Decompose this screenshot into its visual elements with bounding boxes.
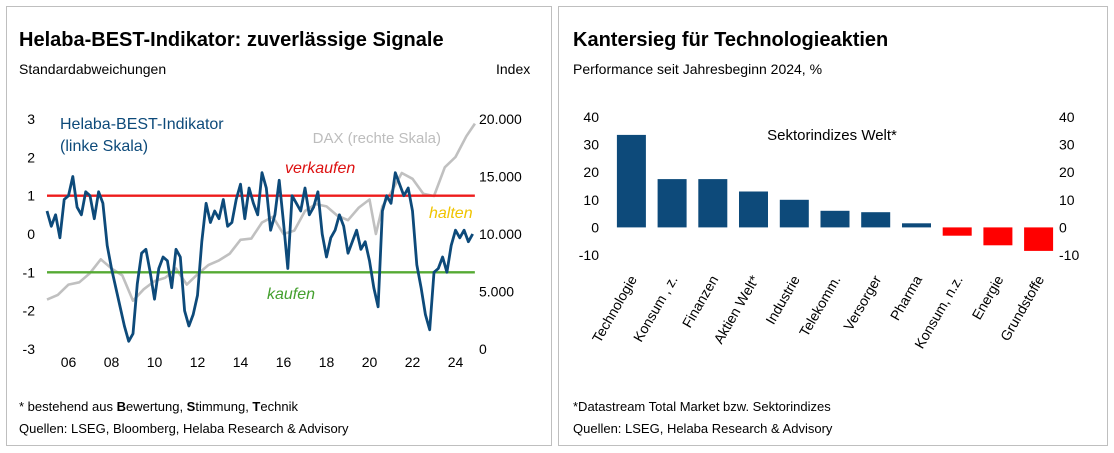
right-axis-unit-label: Index	[496, 61, 531, 77]
left-footnote: * bestehend aus Bewertung, Stimmung, Tec…	[19, 399, 298, 414]
right-y-tick-label: 5.000	[479, 284, 514, 300]
footnote-part: ewertung,	[125, 399, 187, 414]
best-indicator-series-line	[45, 171, 474, 343]
left-axis-unit-label: Standardabweichungen	[19, 61, 167, 77]
bar	[983, 227, 1013, 246]
right-y-tick-label: 0	[1059, 219, 1067, 235]
sector-indices-label: Sektorindizes Welt*	[767, 127, 897, 144]
right-y-tick-label: 10.000	[479, 226, 522, 242]
right-chart-subtitle: Performance seit Jahresbeginn 2024, %	[573, 61, 823, 77]
left-y-tick-label: 40	[583, 109, 599, 125]
left-y-tick-label: 3	[27, 111, 35, 127]
left-y-tick-label: 1	[27, 188, 35, 204]
x-tick-label: 14	[233, 354, 249, 370]
best-indicator-legend-label: Helaba-BEST-Indikator	[60, 116, 224, 133]
x-tick-label: 20	[362, 354, 378, 370]
bar	[739, 191, 768, 228]
x-tick-label: 06	[61, 354, 77, 370]
right-y-tick-label: 40	[1059, 109, 1075, 125]
left-y-tick-label: 30	[583, 137, 599, 153]
bar	[820, 210, 850, 228]
right-y-tick-label: 30	[1059, 137, 1075, 153]
bar	[657, 179, 687, 228]
right-chart-title: Kantersieg für Technologieaktien	[573, 29, 889, 51]
best-indicator-panel: Helaba-BEST-Indikator: zuverlässige Sign…	[6, 6, 552, 446]
category-label: Energie	[969, 272, 1007, 322]
sector-bar-chart: 40 40 30 30 20 20 10 10 0 0 -10 -10 Sektorindizes We…	[579, 109, 1080, 351]
x-tick-label: 24	[448, 354, 464, 370]
bar	[698, 179, 728, 228]
left-y-tick-label: -3	[23, 341, 36, 357]
footnote-part: B	[116, 399, 126, 414]
right-footnote: *Datastream Total Market bzw. Sektorindi…	[573, 399, 831, 414]
left-y-tick-label: -1	[23, 264, 36, 280]
footnote-part: S	[186, 399, 196, 414]
left-chart-title: Helaba-BEST-Indikator: zuverlässige Sign…	[19, 29, 444, 51]
x-tick-label: 22	[405, 354, 421, 370]
right-y-tick-label: -10	[1059, 247, 1079, 263]
bar	[616, 134, 646, 228]
right-y-tick-label: 0	[479, 341, 487, 357]
bar	[779, 199, 809, 228]
category-label: Industrie	[762, 272, 803, 327]
best-indicator-legend-label: (linke Skala)	[60, 138, 148, 155]
right-y-tick-label: 20.000	[479, 111, 522, 127]
right-y-tick-label: 15.000	[479, 169, 522, 185]
left-y-tick-label: 0	[27, 226, 35, 242]
buy-signal-label: kaufen	[267, 286, 315, 303]
right-source: Quellen: LSEG, Helaba Research & Advisor…	[573, 421, 833, 436]
right-y-tick-label: 20	[1059, 164, 1075, 180]
category-label: Versorger	[840, 272, 884, 333]
x-tick-label: 12	[190, 354, 206, 370]
left-source: Quellen: LSEG, Bloomberg, Helaba Researc…	[19, 421, 349, 436]
x-tick-label: 10	[147, 354, 163, 370]
hold-signal-label: halten	[429, 205, 473, 222]
bar	[861, 212, 891, 228]
x-tick-label: 16	[276, 354, 292, 370]
right-y-tick-label: 10	[1059, 192, 1075, 208]
footnote-part: T	[252, 399, 261, 414]
dax-legend-label: DAX (rechte Skala)	[313, 130, 441, 147]
bar	[942, 227, 972, 236]
left-y-tick-label: -2	[23, 303, 36, 319]
sell-signal-label: verkaufen	[285, 160, 355, 177]
footnote-part: * bestehend aus	[19, 399, 117, 414]
footnote-part: timmung,	[195, 399, 253, 414]
left-y-tick-label: 0	[591, 219, 599, 235]
x-tick-label: 18	[319, 354, 335, 370]
footnote-part: echnik	[260, 399, 298, 414]
category-label: Finanzen	[679, 273, 722, 331]
sector-performance-panel: Kantersieg für Technologieaktien Perform…	[558, 6, 1108, 446]
category-label: Pharma	[887, 272, 925, 323]
category-label: Telekomm.	[796, 273, 844, 340]
dax-series-line	[46, 122, 476, 303]
left-y-tick-label: 2	[27, 149, 35, 165]
x-tick-label: 08	[104, 354, 120, 370]
bar	[1024, 227, 1054, 251]
left-y-tick-label: -10	[579, 247, 599, 263]
left-y-tick-label: 10	[583, 192, 599, 208]
left-y-tick-label: 20	[583, 164, 599, 180]
bar	[902, 223, 931, 228]
